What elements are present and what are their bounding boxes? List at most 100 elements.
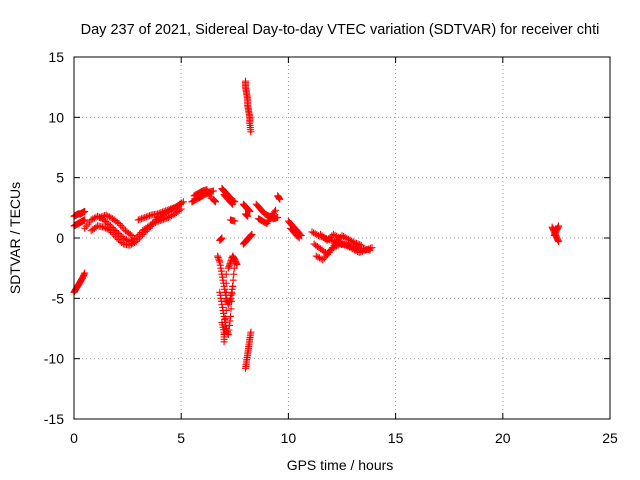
x-axis-label: GPS time / hours <box>287 457 394 473</box>
data-point <box>222 288 230 296</box>
data-point <box>81 207 89 215</box>
data-point <box>323 236 331 244</box>
data-point <box>229 282 237 290</box>
data-point <box>248 230 256 238</box>
data-point <box>230 270 238 278</box>
data-point <box>103 219 111 227</box>
data-point <box>244 212 252 220</box>
data-point <box>274 213 282 221</box>
chart-title: Day 237 of 2021, Sidereal Day-to-day VTE… <box>81 22 600 38</box>
data-point <box>276 195 284 203</box>
data-point <box>365 245 373 253</box>
data-point <box>143 226 151 234</box>
tick-labels: 0 5 10 15 20 25 -15 -10 -5 0 5 10 15 <box>44 49 618 446</box>
x-tick-label: 20 <box>495 430 511 446</box>
data-point <box>363 245 371 253</box>
data-point <box>351 239 359 247</box>
data-point <box>349 238 357 246</box>
data-point <box>212 198 220 206</box>
data-point <box>140 229 148 237</box>
data-point <box>113 218 121 226</box>
data-point <box>114 236 122 244</box>
data-point <box>326 233 334 241</box>
data-point <box>177 205 185 213</box>
data-point <box>126 230 134 238</box>
data-point <box>116 231 124 239</box>
data-point <box>318 232 326 240</box>
data-point <box>96 213 104 221</box>
data-point <box>155 209 163 217</box>
data-point <box>157 209 165 217</box>
data-point <box>229 200 237 208</box>
data-point <box>142 227 150 235</box>
data-point <box>146 212 154 220</box>
data-point <box>158 208 166 216</box>
data-point <box>139 230 147 238</box>
y-tick-label: -10 <box>44 351 64 367</box>
x-tick-label: 0 <box>70 430 78 446</box>
data-point <box>220 338 228 346</box>
data-point <box>168 204 176 212</box>
y-tick-label: 15 <box>48 49 64 65</box>
data-point <box>358 247 366 255</box>
data-points <box>70 77 563 372</box>
data-point <box>170 204 178 212</box>
data-point <box>222 279 230 287</box>
data-point <box>354 240 362 248</box>
data-point <box>334 233 342 241</box>
y-tick-label: 0 <box>56 230 64 246</box>
data-point <box>357 248 365 256</box>
data-point <box>209 187 217 195</box>
data-point <box>81 216 89 224</box>
data-point <box>368 244 376 252</box>
data-point <box>221 330 229 338</box>
axis-ticks <box>73 56 611 420</box>
data-point <box>317 230 325 238</box>
data-point <box>336 234 344 242</box>
data-point <box>295 234 303 242</box>
data-point <box>270 208 278 216</box>
x-tick-label: 15 <box>388 430 404 446</box>
data-point <box>139 214 147 222</box>
y-tick-label: 5 <box>56 170 64 186</box>
data-point <box>128 232 136 240</box>
y-tick-label: 10 <box>48 109 64 125</box>
data-point <box>360 247 368 255</box>
data-point <box>246 207 254 215</box>
data-point <box>178 199 186 207</box>
data-point <box>97 213 105 221</box>
data-point <box>247 128 255 136</box>
data-point <box>113 234 121 242</box>
data-point <box>227 305 235 313</box>
data-point <box>221 322 229 330</box>
data-point <box>272 206 280 214</box>
data-point <box>166 205 174 213</box>
data-point <box>222 314 230 322</box>
data-point <box>176 206 184 214</box>
data-point <box>357 241 365 249</box>
data-point <box>228 290 236 298</box>
data-point <box>154 210 162 218</box>
y-axis-label: SDTVAR / TECUs <box>7 182 23 294</box>
data-point <box>355 248 363 256</box>
data-point <box>231 217 239 225</box>
x-tick-label: 5 <box>177 430 185 446</box>
x-tick-label: 25 <box>602 430 618 446</box>
data-point <box>142 213 150 221</box>
data-point <box>229 276 237 284</box>
data-point <box>325 235 333 243</box>
data-point <box>162 207 170 215</box>
data-point <box>227 312 235 320</box>
data-point <box>81 269 89 277</box>
data-point <box>555 222 563 230</box>
data-point <box>222 306 230 314</box>
data-point <box>294 233 302 241</box>
data-point <box>222 297 230 305</box>
data-point <box>222 270 230 278</box>
data-point <box>320 233 328 241</box>
data-point <box>555 238 563 246</box>
data-point <box>352 239 360 247</box>
y-tick-label: -15 <box>44 411 64 427</box>
